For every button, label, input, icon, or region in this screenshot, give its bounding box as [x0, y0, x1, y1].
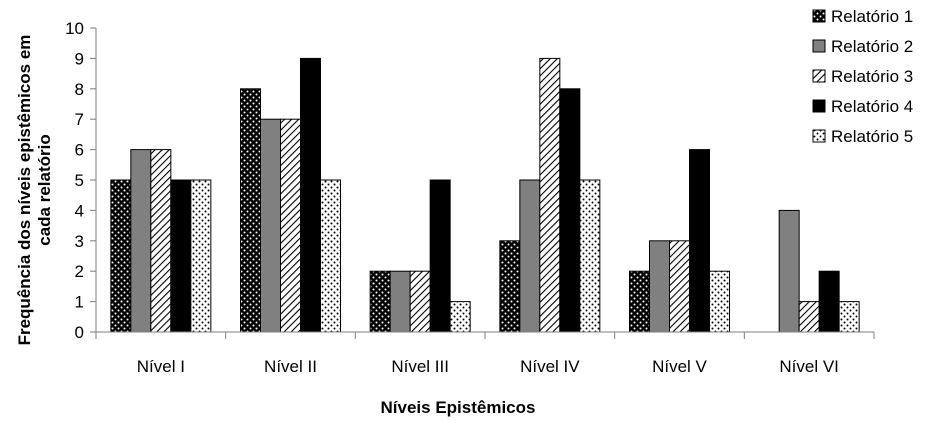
- y-tick-label: 9: [75, 49, 84, 68]
- bar-3-5: [669, 240, 690, 333]
- bar-3-4: [539, 57, 561, 333]
- bar-2-3: [389, 270, 411, 333]
- bar-2-5: [649, 240, 670, 333]
- bar-3-3: [409, 270, 431, 333]
- y-tick-label: 1: [75, 293, 84, 312]
- legend-label-3: Relatório 3: [831, 67, 913, 86]
- bar-5-1: [190, 179, 212, 333]
- y-tick-label: 6: [75, 141, 84, 160]
- legend-swatch-2: [812, 39, 826, 53]
- bar-1-3: [369, 270, 391, 333]
- bar-4-3: [429, 179, 451, 333]
- y-axis-title-line-1: Frequência dos níveis epistêmicos em: [15, 35, 34, 346]
- legend-label-5: Relatório 5: [831, 127, 913, 146]
- y-tick-label: 4: [75, 201, 84, 220]
- bar-5-6: [838, 301, 860, 333]
- bar-4-6: [818, 270, 840, 333]
- legend-swatch-3: [812, 69, 826, 83]
- bar-4-4: [559, 88, 581, 333]
- y-tick-label: 10: [65, 19, 84, 38]
- bar-2-6: [778, 209, 800, 333]
- y-axis-title-line-2: cada relatório: [35, 134, 54, 246]
- bar-4-1: [170, 179, 192, 333]
- y-tick-label: 7: [75, 110, 84, 129]
- bar-4-2: [300, 57, 321, 333]
- x-category-label: Nível V: [652, 357, 707, 376]
- y-tick-label: 3: [75, 232, 84, 251]
- bar-1-1: [110, 179, 132, 333]
- bar-4-5: [689, 149, 710, 333]
- bar-3-2: [280, 118, 301, 333]
- x-axis-title: Níveis Epistêmicos: [381, 398, 536, 417]
- legend-swatch-5: [812, 129, 826, 143]
- x-category-label: Nível VI: [779, 357, 839, 376]
- bar-5-5: [709, 270, 730, 333]
- bar-2-4: [519, 179, 541, 333]
- legend: Relatório 1 Relatório 2 Relatório 3 Relatór…: [812, 7, 913, 146]
- x-axis-category-labels: Nível I Nível II Nível III Nível IV Nível V N…: [95, 332, 875, 376]
- axes-group: [95, 28, 874, 333]
- y-tick-label: 5: [75, 171, 84, 190]
- y-tick-label: 0: [75, 323, 84, 342]
- y-axis-ticks: 0 1 2 3 4 5 6 7 8 9 10: [65, 19, 96, 342]
- x-category-label: Nível IV: [520, 357, 580, 376]
- y-tick-label: 8: [75, 80, 84, 99]
- legend-label-4: Relatório 4: [831, 97, 913, 116]
- y-tick-label: 2: [75, 262, 84, 281]
- bar-5-4: [579, 179, 601, 333]
- bar-1-4: [499, 240, 521, 333]
- bar-1-5: [629, 270, 650, 333]
- x-category-label: Nível I: [137, 357, 185, 376]
- bar-2-1: [130, 149, 152, 333]
- bar-1-2: [240, 88, 261, 333]
- bar-2-2: [260, 118, 281, 333]
- bar-3-6: [798, 301, 820, 333]
- y-axis-title: Frequência dos níveis epistêmicos em cad…: [15, 35, 54, 346]
- legend-swatch-4: [812, 99, 826, 113]
- legend-label-2: Relatório 2: [831, 37, 913, 56]
- bar-5-2: [320, 179, 341, 333]
- legend-label-1: Relatório 1: [831, 7, 913, 26]
- x-category-label: Nível III: [391, 357, 449, 376]
- legend-swatch-1: [812, 9, 826, 23]
- bar-5-3: [449, 301, 471, 333]
- bars-group: [110, 57, 860, 333]
- bar-3-1: [150, 149, 172, 333]
- x-category-label: Nível II: [264, 357, 317, 376]
